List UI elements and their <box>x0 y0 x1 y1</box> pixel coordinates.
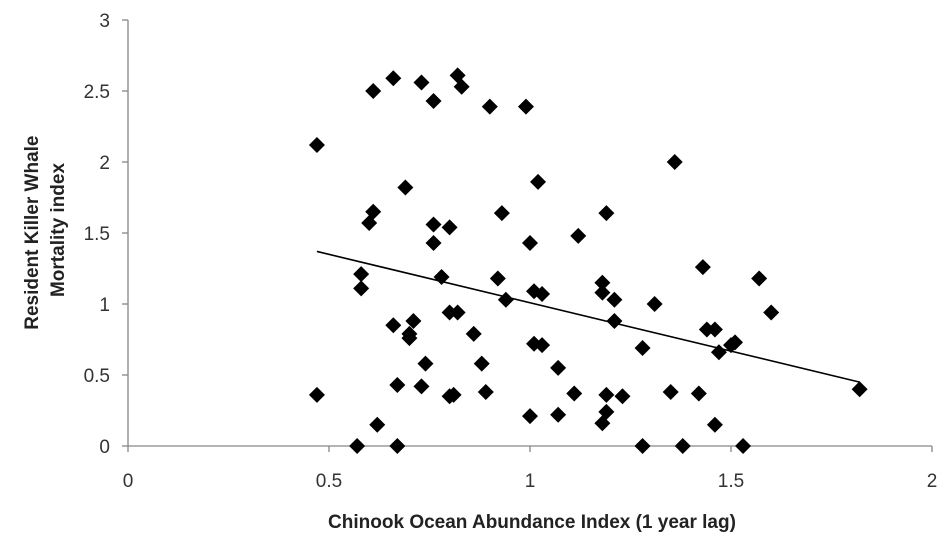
trendline-group <box>316 250 860 383</box>
data-point <box>646 296 663 312</box>
data-point <box>530 173 547 190</box>
data-point <box>401 325 418 342</box>
x-tick-label: 1.5 <box>718 471 744 492</box>
data-point <box>690 385 707 402</box>
data-point <box>566 385 583 402</box>
data-point <box>763 304 780 321</box>
data-point <box>598 205 615 222</box>
data-point <box>710 344 727 361</box>
data-point <box>397 179 414 196</box>
data-point <box>389 438 406 454</box>
data-point <box>674 438 691 454</box>
data-point <box>405 313 422 330</box>
data-point <box>489 270 506 287</box>
data-point <box>369 416 386 433</box>
x-tick-label: 1 <box>525 471 536 492</box>
data-point <box>550 359 567 376</box>
data-point <box>735 438 752 454</box>
data-point <box>606 313 623 330</box>
data-point <box>727 334 744 351</box>
data-point <box>413 378 430 395</box>
data-point <box>353 266 370 283</box>
data-point <box>425 92 442 109</box>
data-point <box>706 321 723 338</box>
data-point <box>441 219 458 236</box>
axes <box>122 19 933 452</box>
data-point <box>698 321 715 338</box>
data-point <box>449 304 466 321</box>
data-point <box>497 291 514 308</box>
x-tick-label: 0 <box>123 471 134 492</box>
data-point <box>517 98 534 115</box>
data-point <box>385 70 402 87</box>
data-point <box>365 203 382 220</box>
data-point <box>634 340 651 357</box>
data-point <box>493 205 510 222</box>
data-point <box>385 317 402 334</box>
data-point <box>425 216 442 233</box>
data-point <box>365 83 382 99</box>
data-point <box>481 98 498 115</box>
data-point <box>534 286 551 303</box>
data-point <box>594 284 611 301</box>
data-point <box>349 438 366 454</box>
data-point <box>694 259 711 276</box>
y-tick-label: 0.5 <box>84 366 110 387</box>
y-tick-label: 1.5 <box>84 224 110 245</box>
data-point <box>453 78 470 95</box>
data-point <box>477 384 494 401</box>
y-tick-label: 2.5 <box>84 82 110 103</box>
trendline <box>316 250 860 383</box>
x-tick-label: 2 <box>927 471 938 492</box>
data-point <box>413 74 430 91</box>
data-point <box>308 136 325 153</box>
data-point <box>606 291 623 308</box>
y-tick-label: 0 <box>99 437 110 458</box>
data-point <box>465 325 482 342</box>
y-tick-label: 3 <box>99 11 110 32</box>
data-point <box>598 386 615 403</box>
data-point <box>433 269 450 286</box>
data-point <box>308 386 325 403</box>
x-tick-label: 0.5 <box>316 471 342 492</box>
data-point <box>441 304 458 321</box>
data-point <box>634 438 651 454</box>
x-axis-title: Chinook Ocean Abundance Index (1 year la… <box>328 512 736 533</box>
data-point <box>666 154 683 170</box>
data-point <box>662 384 679 401</box>
data-point <box>389 376 406 393</box>
data-point <box>751 270 768 287</box>
y-tick-label: 2 <box>99 153 110 174</box>
y-axis-title-line-1: Resident Killer Whale <box>22 136 43 330</box>
data-point <box>417 355 434 372</box>
data-point <box>425 234 442 251</box>
y-axis-title: Resident Killer Whale Mortality index <box>22 130 69 330</box>
data-point <box>851 381 868 398</box>
y-tick-label: 1 <box>99 295 110 316</box>
data-point <box>706 416 723 433</box>
data-point <box>570 227 587 244</box>
data-point <box>522 234 538 251</box>
data-point <box>473 355 490 372</box>
data-point <box>522 408 538 425</box>
tick-labels: 0 0.5 1 1.5 2 2.5 3 0 0.5 1 1.5 2 <box>84 11 938 492</box>
data-point <box>353 280 370 297</box>
data-point <box>550 406 567 423</box>
data-point <box>534 337 551 354</box>
data-point <box>445 386 462 403</box>
data-point <box>614 388 631 405</box>
y-axis-title-line-2: Mortality index <box>48 163 69 298</box>
data-point <box>594 274 611 291</box>
data-points <box>308 67 868 454</box>
data-point <box>598 403 615 420</box>
